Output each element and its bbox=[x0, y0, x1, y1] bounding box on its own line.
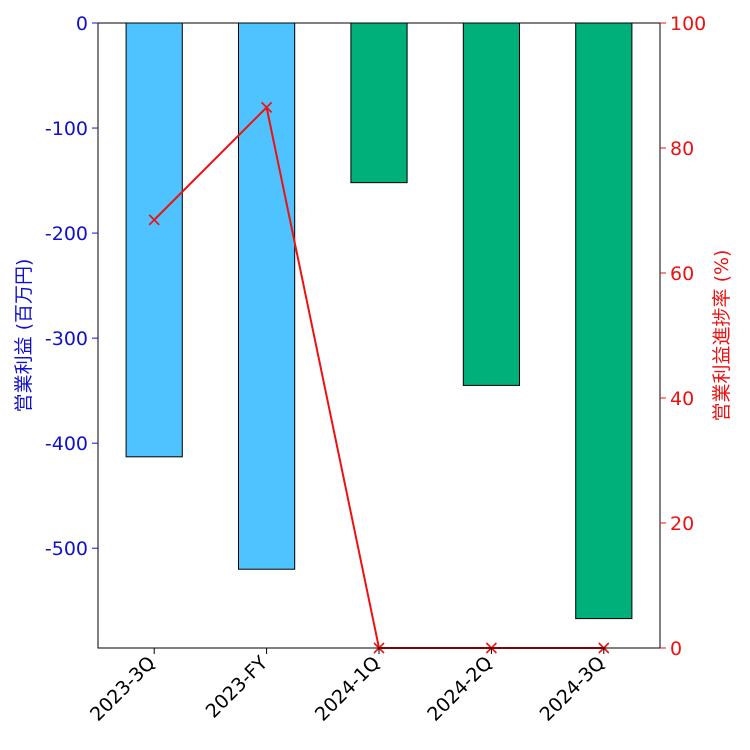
progress-line-layer bbox=[148, 101, 610, 654]
bar-2023-3Q bbox=[125, 22, 183, 458]
right-axis-title: 営業利益進捗率 (%) bbox=[711, 250, 733, 422]
right-tick-label: 0 bbox=[670, 638, 682, 660]
x-tick-label: 2024-1Q bbox=[311, 652, 385, 726]
right-tick-label: 60 bbox=[670, 263, 694, 285]
right-tick-label: 100 bbox=[670, 13, 706, 35]
left-tick-label: -400 bbox=[45, 433, 88, 455]
left-tick-label: -500 bbox=[45, 538, 88, 560]
x-tick-label: 2024-2Q bbox=[423, 652, 497, 726]
x-tick-label: 2023-FY bbox=[202, 652, 273, 723]
left-tick-label: -300 bbox=[45, 328, 88, 350]
bar-2024-1Q bbox=[350, 22, 408, 184]
bar-2024-3Q bbox=[575, 22, 633, 620]
right-tick-label: 40 bbox=[670, 388, 694, 410]
bars-layer bbox=[125, 22, 633, 620]
bar-2024-2Q bbox=[462, 22, 520, 386]
left-tick-label: 0 bbox=[76, 13, 88, 35]
bar-2023-FY bbox=[238, 22, 296, 570]
right-tick-label: 80 bbox=[670, 138, 694, 160]
left-tick-label: -200 bbox=[45, 223, 88, 245]
progress-marker-2023-3Q bbox=[148, 214, 160, 226]
right-tick-label: 20 bbox=[670, 513, 694, 535]
left-tick-label: -100 bbox=[45, 118, 88, 140]
progress-marker-2023-FY bbox=[261, 101, 273, 113]
left-axis-title: 営業利益 (百万円) bbox=[13, 259, 35, 413]
progress-line bbox=[153, 105, 604, 649]
x-tick-label: 2023-3Q bbox=[86, 652, 160, 726]
x-tick-label: 2024-3Q bbox=[536, 652, 610, 726]
